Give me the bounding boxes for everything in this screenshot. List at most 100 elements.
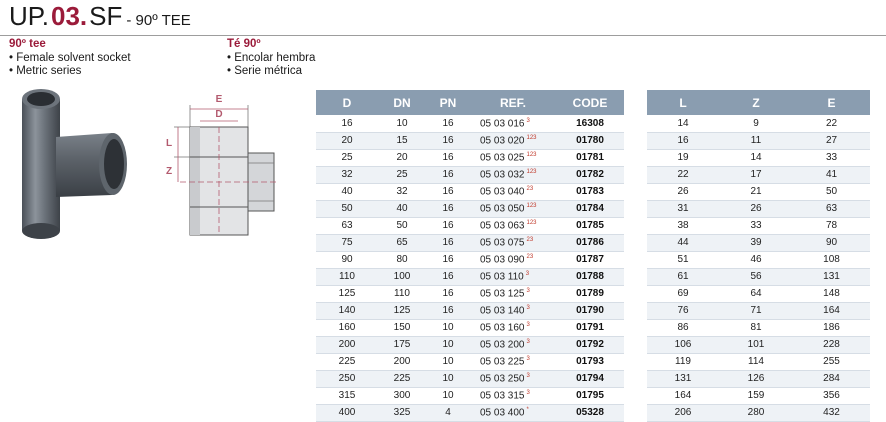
ref-number: 05 03 063 [480, 220, 525, 232]
cell-dn: 175 [378, 336, 426, 354]
table-row: 90 80 16 05 03 090 23 01787 [316, 251, 624, 269]
column-header-ref: REF. [470, 90, 556, 115]
table-row: 16 10 16 05 03 016 3 16308 [316, 115, 624, 133]
cell-d: 90 [316, 251, 378, 269]
cell-z: 9 [719, 115, 793, 133]
table-row: 32 25 16 05 03 032 123 01782 [316, 166, 624, 184]
table-row: 16 11 27 [647, 132, 870, 150]
cell-d: 50 [316, 200, 378, 218]
dimension-label-e: E [216, 94, 223, 105]
cell-pn: 16 [426, 234, 470, 252]
cell-e: 108 [793, 251, 870, 269]
description-english-title: 90º tee [9, 38, 46, 50]
cell-e: 27 [793, 132, 870, 150]
cell-dn: 110 [378, 285, 426, 303]
cell-code: 01783 [556, 183, 624, 201]
ref-superscript: 3 [525, 270, 530, 277]
table-row: 250 225 10 05 03 250 3 01794 [316, 370, 624, 388]
cell-l: 164 [647, 387, 719, 405]
column-header-d: D [316, 90, 378, 115]
cell-pn: 16 [426, 200, 470, 218]
cell-dn: 100 [378, 268, 426, 286]
cell-dn: 10 [378, 115, 426, 133]
title-family: SF [89, 1, 123, 31]
header-divider [0, 35, 886, 36]
cell-z: 21 [719, 183, 793, 201]
table-row: 69 64 148 [647, 285, 870, 303]
cell-d: 16 [316, 115, 378, 133]
table-row: 131 126 284 [647, 370, 870, 388]
cell-dn: 50 [378, 217, 426, 235]
cell-l: 51 [647, 251, 719, 269]
cell-e: 41 [793, 166, 870, 184]
ref-number: 05 03 160 [480, 322, 525, 334]
cell-code: 01788 [556, 268, 624, 286]
table-row: 25 20 16 05 03 025 123 01781 [316, 149, 624, 167]
cell-l: 86 [647, 319, 719, 337]
cell-l: 76 [647, 302, 719, 320]
cell-code: 01794 [556, 370, 624, 388]
cell-z: 46 [719, 251, 793, 269]
ref-number: 05 03 075 [480, 237, 525, 249]
ref-superscript: 123 [526, 151, 537, 158]
cell-z: 64 [719, 285, 793, 303]
ref-superscript: 3 [526, 321, 530, 328]
cell-d: 63 [316, 217, 378, 235]
cell-z: 114 [719, 353, 793, 371]
cell-dn: 25 [378, 166, 426, 184]
cell-ref: 05 03 016 3 [470, 115, 556, 133]
cell-d: 40 [316, 183, 378, 201]
ref-number: 05 03 225 [480, 356, 525, 368]
cell-e: 148 [793, 285, 870, 303]
table-row: 51 46 108 [647, 251, 870, 269]
cell-code: 01792 [556, 336, 624, 354]
cell-z: 81 [719, 319, 793, 337]
ref-superscript: 23 [526, 185, 534, 192]
ref-number: 05 03 125 [480, 288, 525, 300]
column-header-pn: PN [426, 90, 470, 115]
column-header-e: E [793, 90, 870, 115]
cell-code: 01785 [556, 217, 624, 235]
ref-superscript: 3 [526, 304, 530, 311]
ref-number: 05 03 040 [480, 186, 525, 198]
cell-pn: 16 [426, 302, 470, 320]
cell-code: 01784 [556, 200, 624, 218]
cell-d: 75 [316, 234, 378, 252]
ref-number: 05 03 315 [480, 390, 525, 402]
cell-pn: 10 [426, 336, 470, 354]
cell-pn: 10 [426, 319, 470, 337]
ref-superscript: 123 [526, 168, 537, 175]
cell-pn: 16 [426, 217, 470, 235]
title-number: 03. [51, 1, 88, 31]
cell-ref: 05 03 075 23 [470, 234, 556, 252]
ref-number: 05 03 110 [480, 271, 524, 283]
ref-superscript: 123 [526, 219, 537, 226]
cell-pn: 16 [426, 251, 470, 269]
cell-l: 61 [647, 268, 719, 286]
table-row: 26 21 50 [647, 183, 870, 201]
ref-superscript: 123 [526, 202, 537, 209]
cell-pn: 10 [426, 353, 470, 371]
cell-l: 69 [647, 285, 719, 303]
ref-number: 05 03 400 [480, 407, 525, 419]
cell-code: 01780 [556, 132, 624, 150]
cell-e: 22 [793, 115, 870, 133]
cell-z: 26 [719, 200, 793, 218]
ref-superscript: 3 [526, 287, 530, 294]
cell-l: 131 [647, 370, 719, 388]
cell-code: 01782 [556, 166, 624, 184]
table-row: 140 125 16 05 03 140 3 01790 [316, 302, 624, 320]
cell-ref: 05 03 160 3 [470, 319, 556, 337]
cell-code: 01787 [556, 251, 624, 269]
cell-pn: 16 [426, 132, 470, 150]
cell-ref: 05 03 020 123 [470, 132, 556, 150]
cell-l: 16 [647, 132, 719, 150]
cell-ref: 05 03 200 3 [470, 336, 556, 354]
cell-ref: 05 03 050 123 [470, 200, 556, 218]
table-row: 106 101 228 [647, 336, 870, 354]
column-header-dn: DN [378, 90, 426, 115]
cell-pn: 10 [426, 387, 470, 405]
cell-l: 44 [647, 234, 719, 252]
cell-dn: 20 [378, 149, 426, 167]
cell-pn: 10 [426, 370, 470, 388]
